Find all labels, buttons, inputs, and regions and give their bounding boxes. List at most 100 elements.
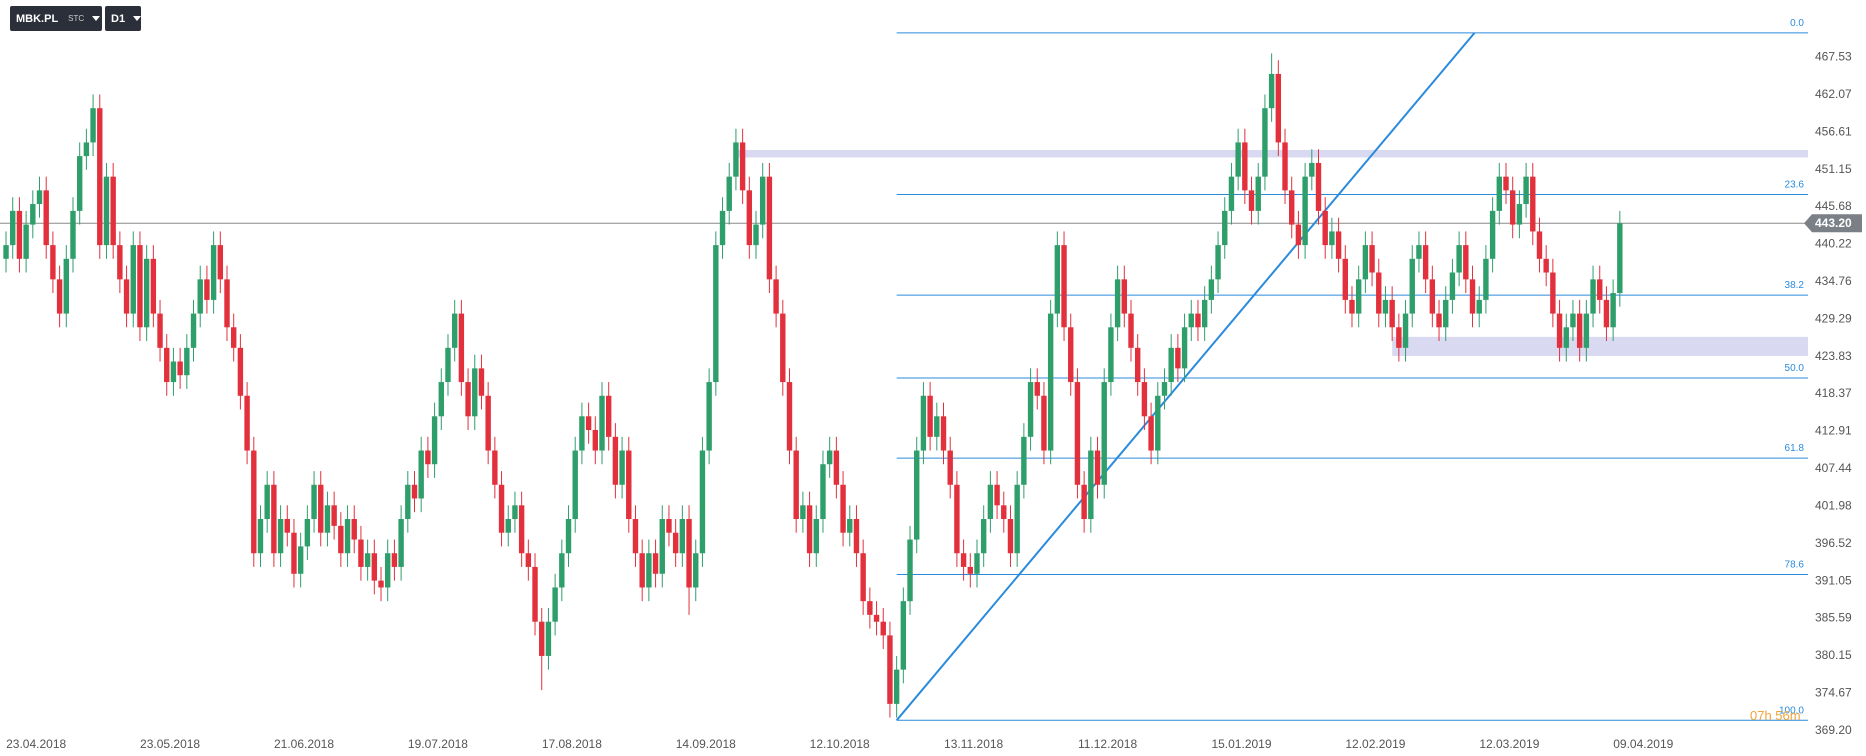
candle-body xyxy=(1295,224,1302,246)
candle-body xyxy=(1175,347,1181,369)
candle-body xyxy=(1108,327,1114,383)
candle-body xyxy=(1047,313,1054,451)
candle-body xyxy=(391,553,398,567)
candle-body xyxy=(753,224,759,246)
candle-body xyxy=(291,532,297,574)
candle-body xyxy=(860,553,866,602)
candle-body xyxy=(1516,204,1523,225)
candle-body xyxy=(873,614,880,622)
candle-body xyxy=(231,327,237,348)
candle-body xyxy=(579,416,585,451)
x-tick-label: 14.09.2018 xyxy=(676,737,736,751)
candle-body xyxy=(1208,279,1215,300)
candle-body xyxy=(1610,293,1616,328)
candle-body xyxy=(157,313,163,348)
fib-label: 100.0 xyxy=(1779,705,1804,716)
candle-body xyxy=(1463,245,1469,280)
candle-body xyxy=(338,525,344,554)
candle-body xyxy=(117,245,123,280)
candle-body xyxy=(1148,416,1154,451)
y-tick-label: 434.76 xyxy=(1815,274,1852,288)
candle-body xyxy=(786,382,793,451)
candle-body xyxy=(813,519,819,554)
candle-body xyxy=(63,258,69,314)
caret xyxy=(133,16,142,21)
candle-body xyxy=(43,190,49,246)
candle-body xyxy=(900,601,907,670)
candle-body xyxy=(3,245,9,259)
candle-body xyxy=(451,313,458,348)
candle-body xyxy=(934,416,940,437)
symbol: MBK.PL xyxy=(16,12,59,25)
candle-body xyxy=(1228,176,1235,211)
candle-body xyxy=(1302,176,1308,246)
candle-body xyxy=(893,669,900,704)
candle-body xyxy=(1014,484,1020,554)
x-tick-label: 11.12.2018 xyxy=(1078,737,1137,751)
candle-body xyxy=(344,519,351,554)
x-tick-label: 12.03.2019 xyxy=(1479,737,1539,751)
candle-body xyxy=(164,347,170,383)
candle-body xyxy=(472,368,478,417)
candle-body xyxy=(1121,279,1128,314)
caret xyxy=(92,16,101,21)
candle-body xyxy=(56,279,63,314)
candle-body xyxy=(90,108,96,143)
x-tick-label: 13.11.2018 xyxy=(944,737,1003,751)
fib-label: 78.6 xyxy=(1785,559,1805,570)
candle-body xyxy=(237,347,244,396)
candle-body xyxy=(867,601,873,615)
fib-label: 23.6 xyxy=(1785,179,1805,190)
candle-body xyxy=(1034,382,1040,396)
price-tag-label: 443.20 xyxy=(1815,216,1852,230)
symbol-selector[interactable]: MBK.PL STC xyxy=(10,6,102,31)
candle-body xyxy=(1556,313,1563,348)
candle-body xyxy=(980,519,987,554)
candle-body xyxy=(585,416,592,430)
candle-body xyxy=(552,587,558,622)
candle-body xyxy=(1523,176,1529,205)
candle-body xyxy=(539,621,545,656)
candle-body xyxy=(304,519,311,547)
candle-body xyxy=(1021,436,1027,485)
x-tick-label: 21.06.2018 xyxy=(274,737,334,751)
candle-body xyxy=(1436,313,1442,328)
interval-selector[interactable]: D1 xyxy=(105,6,142,31)
y-tick-label: 445.68 xyxy=(1815,199,1852,213)
y-tick-label: 374.67 xyxy=(1815,685,1852,699)
candle-body xyxy=(679,519,686,554)
candle-body xyxy=(271,484,277,554)
candle-body xyxy=(914,450,920,540)
candle-body xyxy=(726,176,732,211)
candle-body xyxy=(1496,176,1503,211)
candle-body xyxy=(833,450,840,485)
candle-body xyxy=(1074,382,1081,485)
candle-body xyxy=(699,450,706,554)
candle-body xyxy=(1141,382,1148,417)
candle-body xyxy=(1222,210,1228,246)
candle-body xyxy=(760,176,766,225)
candle-body xyxy=(1342,258,1348,300)
candle-body xyxy=(1282,142,1288,191)
candle-body xyxy=(418,450,424,499)
y-tick-label: 467.53 xyxy=(1815,50,1852,64)
candle-body xyxy=(1409,258,1415,314)
y-tick-label: 380.15 xyxy=(1815,648,1852,662)
candle-body xyxy=(177,361,183,376)
candle-body xyxy=(1161,382,1168,396)
candle-body xyxy=(1215,245,1221,280)
candle-body xyxy=(1181,327,1188,369)
candle-body xyxy=(110,176,116,246)
candle-body xyxy=(210,245,217,300)
candle-body xyxy=(1255,176,1261,211)
candle-body xyxy=(572,450,578,520)
x-tick-label: 12.02.2019 xyxy=(1345,737,1405,751)
candle-body xyxy=(103,176,110,246)
candle-body xyxy=(398,519,404,567)
candle-body xyxy=(1329,231,1335,246)
candle-body xyxy=(485,395,491,451)
candle-body xyxy=(1315,162,1322,211)
candle-body xyxy=(311,484,317,520)
x-tick-label: 23.05.2018 xyxy=(140,737,200,751)
candle-body xyxy=(1168,347,1174,383)
